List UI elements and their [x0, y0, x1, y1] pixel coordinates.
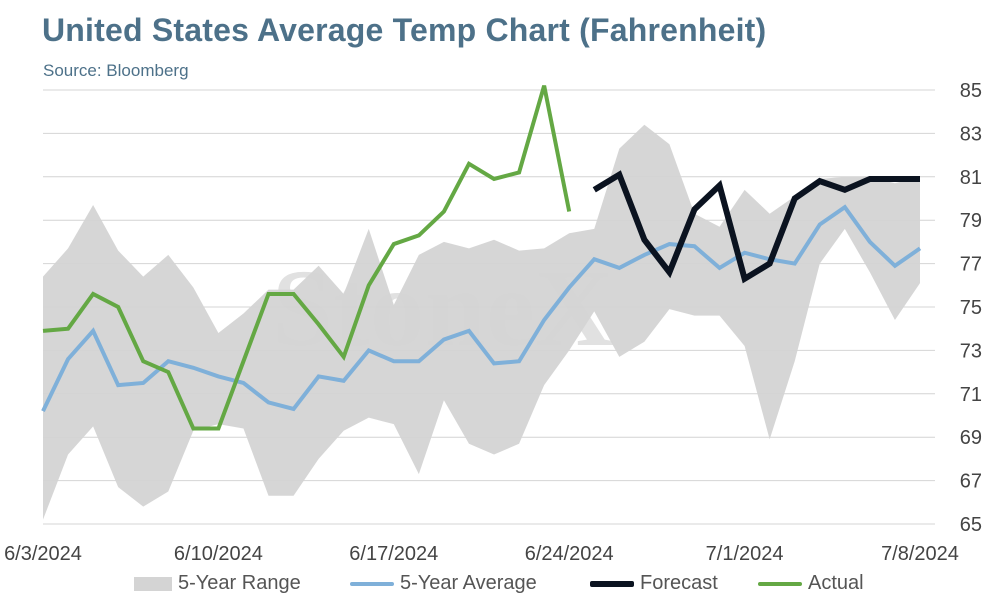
legend-label-forecast: Forecast [640, 572, 718, 594]
x-tick-label: 7/1/2024 [706, 543, 784, 565]
y-tick-label: 79 [960, 210, 982, 232]
y-tick-label: 83 [960, 123, 982, 145]
y-tick-label: 77 [960, 254, 982, 276]
x-tick-label: 6/10/2024 [174, 543, 263, 565]
x-axis: 6/3/2024 6/10/2024 6/17/2024 6/24/2024 7/1/2… [4, 543, 959, 565]
series-forecast [592, 170, 920, 284]
y-tick-label: 81 [960, 167, 982, 189]
legend-item-actual: Actual [758, 572, 864, 595]
x-tick-label: 6/17/2024 [349, 543, 438, 565]
x-tick-label: 7/8/2024 [881, 543, 959, 565]
chart-title: United States Average Temp Chart (Fahren… [42, 12, 767, 48]
chart-subtitle: Source: Bloomberg [43, 61, 189, 80]
legend-label-actual: Actual [808, 572, 864, 594]
legend-item-range: 5-Year Range [134, 572, 301, 595]
y-tick-label: 69 [960, 427, 982, 449]
legend-item-forecast: Forecast [590, 572, 718, 595]
y-axis: 65 67 69 71 73 75 77 79 81 83 85 [960, 80, 982, 536]
x-tick-label: 6/24/2024 [525, 543, 614, 565]
legend-item-average: 5-Year Average [350, 572, 537, 595]
y-tick-label: 71 [960, 384, 982, 406]
y-tick-label: 73 [960, 340, 982, 362]
series-5-year-range [43, 124, 920, 520]
legend-label-average: 5-Year Average [400, 572, 537, 594]
legend-swatch-average [350, 581, 394, 586]
legend-swatch-range [134, 576, 172, 591]
y-tick-label: 85 [960, 80, 982, 102]
y-tick-label: 65 [960, 514, 982, 536]
series-layer [41, 85, 922, 520]
legend: 5-Year Range 5-Year Average Forecast Act… [0, 572, 994, 602]
legend-swatch-forecast [590, 580, 634, 587]
series-actual [42, 85, 572, 431]
legend-label-range: 5-Year Range [178, 572, 301, 594]
y-tick-label: 75 [960, 297, 982, 319]
x-tick-label: 6/3/2024 [4, 543, 82, 565]
y-tick-label: 67 [960, 471, 982, 493]
legend-swatch-actual [758, 581, 802, 586]
